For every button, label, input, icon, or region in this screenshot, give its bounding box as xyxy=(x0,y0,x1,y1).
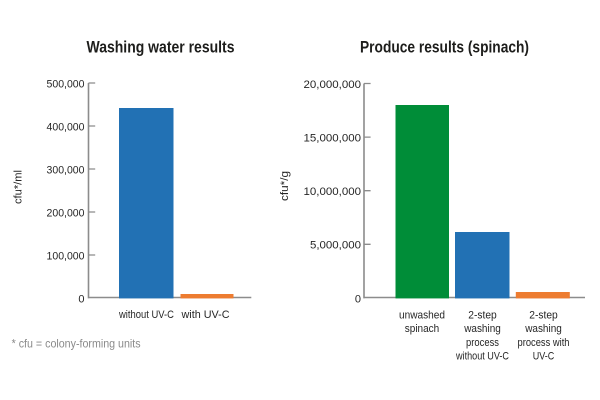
svg-text:washing: washing xyxy=(524,323,562,335)
svg-text:300,000: 300,000 xyxy=(47,164,85,176)
svg-text:* cfu = colony-forming units: * cfu = colony-forming units xyxy=(12,337,141,351)
svg-text:spinach: spinach xyxy=(405,323,440,335)
svg-text:with UV-C: with UV-C xyxy=(181,309,230,321)
svg-text:200,000: 200,000 xyxy=(47,207,85,219)
svg-text:without UV-C: without UV-C xyxy=(455,351,509,363)
svg-text:washing: washing xyxy=(463,323,501,335)
svg-text:2-step: 2-step xyxy=(529,310,558,322)
svg-text:process with: process with xyxy=(518,337,570,349)
svg-text:unwashed: unwashed xyxy=(399,310,445,322)
svg-text:400,000: 400,000 xyxy=(47,121,85,133)
svg-text:Washing water results: Washing water results xyxy=(87,39,235,57)
svg-text:500,000: 500,000 xyxy=(47,78,85,90)
svg-text:5,000,000: 5,000,000 xyxy=(310,240,361,252)
svg-text:15,000,000: 15,000,000 xyxy=(304,133,362,145)
svg-text:cfu*/ml: cfu*/ml xyxy=(13,170,25,204)
svg-text:without UV-C: without UV-C xyxy=(118,309,174,321)
svg-text:100,000: 100,000 xyxy=(47,250,85,262)
svg-text:0: 0 xyxy=(355,293,361,305)
svg-text:process: process xyxy=(466,337,499,349)
svg-text:10,000,000: 10,000,000 xyxy=(304,186,362,198)
svg-text:2-step: 2-step xyxy=(468,310,497,322)
svg-text:UV-C: UV-C xyxy=(533,351,555,363)
svg-text:cfu*/g: cfu*/g xyxy=(279,171,291,201)
svg-text:20,000,000: 20,000,000 xyxy=(304,79,362,91)
svg-text:0: 0 xyxy=(78,293,84,305)
svg-text:Produce results (spinach): Produce results (spinach) xyxy=(360,39,529,57)
